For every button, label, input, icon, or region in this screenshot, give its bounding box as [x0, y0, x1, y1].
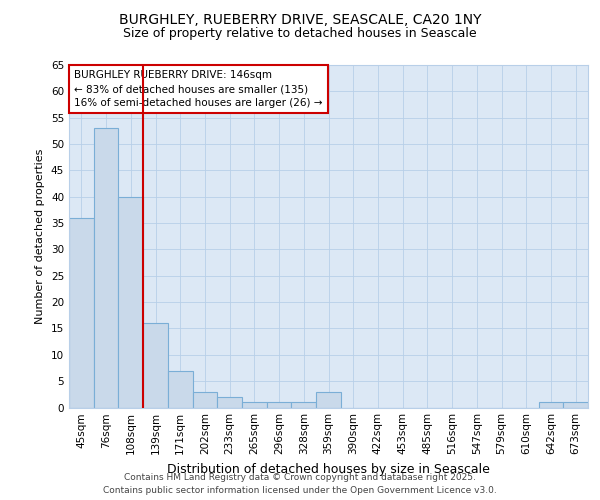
Bar — [94, 128, 118, 407]
Text: Size of property relative to detached houses in Seascale: Size of property relative to detached ho… — [123, 26, 477, 40]
Bar — [267, 402, 292, 407]
Bar — [292, 402, 316, 407]
Bar — [539, 402, 563, 407]
Bar — [217, 397, 242, 407]
Bar — [143, 323, 168, 407]
Bar — [242, 402, 267, 407]
Bar — [563, 402, 588, 407]
Y-axis label: Number of detached properties: Number of detached properties — [35, 148, 46, 324]
X-axis label: Distribution of detached houses by size in Seascale: Distribution of detached houses by size … — [167, 463, 490, 476]
Bar — [118, 196, 143, 408]
Text: Contains HM Land Registry data © Crown copyright and database right 2025.
Contai: Contains HM Land Registry data © Crown c… — [103, 474, 497, 495]
Text: BURGHLEY, RUEBERRY DRIVE, SEASCALE, CA20 1NY: BURGHLEY, RUEBERRY DRIVE, SEASCALE, CA20… — [119, 12, 481, 26]
Text: BURGHLEY RUEBERRY DRIVE: 146sqm
← 83% of detached houses are smaller (135)
16% o: BURGHLEY RUEBERRY DRIVE: 146sqm ← 83% of… — [74, 70, 323, 108]
Bar — [168, 370, 193, 408]
Bar — [316, 392, 341, 407]
Bar — [193, 392, 217, 407]
Bar — [69, 218, 94, 408]
